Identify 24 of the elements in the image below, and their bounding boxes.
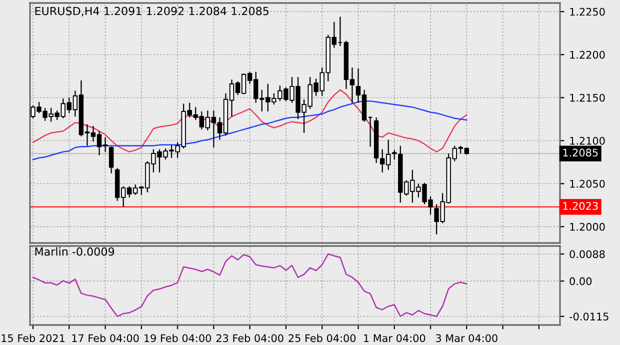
x-tick-label: 15 Feb 2021 [2, 334, 64, 342]
ref-line-label: 1.2023 [563, 202, 598, 210]
y-tick-label: 0.00 [570, 277, 592, 286]
y-tick-label: 1.2000 [570, 222, 605, 231]
y-tick-label: 1.2100 [570, 136, 605, 145]
y-tick-label: 1.2150 [570, 94, 605, 102]
x-tick-label: 23 Feb 04:00 [216, 334, 284, 342]
candlestick [392, 150, 397, 160]
y-tick-label: -0.0115 [570, 312, 608, 320]
chart-title: EURUSD,H4 1.2091 1.2092 1.2084 1.2085 [35, 6, 268, 16]
line-series [32, 100, 468, 160]
x-tick-label: 1 Mar 04:00 [364, 334, 426, 342]
candlestick [108, 146, 114, 174]
line-series [32, 89, 468, 152]
y-tick-label: 1.2250 [570, 8, 605, 16]
ref-line-label: 1.2085 [563, 148, 598, 157]
x-tick-label: 17 Feb 04:00 [72, 334, 139, 342]
x-tick-label: 19 Feb 04:00 [144, 334, 212, 342]
y-tick-label: 0.0088 [570, 250, 605, 258]
y-tick-label: 1.2200 [570, 50, 605, 59]
x-tick-label: 3 Mar 04:00 [436, 334, 498, 342]
chart-title: Marlin -0.0009 [35, 247, 114, 256]
x-tick-label: 25 Feb 04:00 [288, 334, 356, 342]
y-tick-label: 1.2050 [570, 180, 605, 188]
